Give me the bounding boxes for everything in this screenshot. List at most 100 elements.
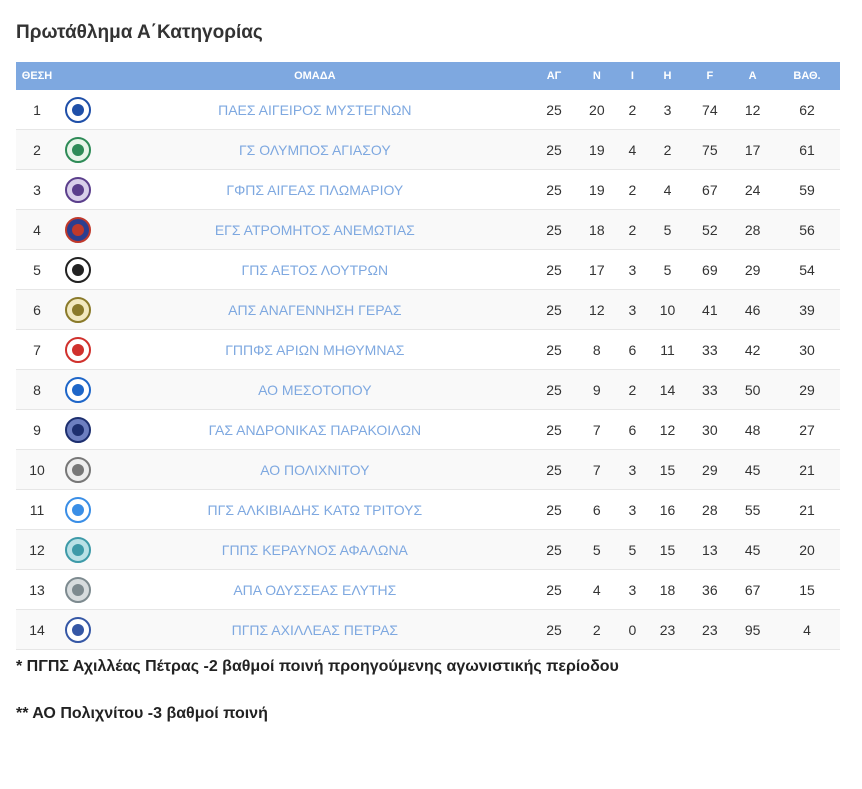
- team-link[interactable]: ΓΦΠΣ ΑΙΓΕΑΣ ΠΛΩΜΑΡΙΟΥ: [226, 181, 404, 198]
- logo-cell: [58, 209, 98, 250]
- played-cell: 25: [532, 209, 576, 250]
- draw-cell: 3: [618, 289, 647, 330]
- lost-cell: 11: [646, 329, 689, 370]
- draw-cell: 6: [618, 329, 647, 370]
- position-cell: 11: [16, 489, 59, 530]
- goals-against-cell: 42: [731, 329, 775, 370]
- team-link[interactable]: ΠΓΣ ΑΛΚΙΒΙΑΔΗΣ ΚΑΤΩ ΤΡΙΤΟΥΣ: [207, 501, 423, 518]
- table-row: 13 ΑΠΑ ΟΔΥΣΣΕΑΣ ΕΛΥΤΗΣ 25 4 3 18 36 67 15: [16, 569, 840, 610]
- crest-red-blue-icon: [64, 216, 91, 243]
- crest-green-white-icon: [64, 136, 91, 163]
- logo-cell: [58, 609, 98, 650]
- crest-teal-icon: [64, 536, 91, 563]
- goals-against-cell: 28: [731, 209, 775, 250]
- goals-for-cell: 52: [688, 209, 732, 250]
- goals-against-cell: 29: [731, 249, 775, 290]
- team-link[interactable]: ΑΠΣ ΑΝΑΓΕΝΝΗΣΗ ΓΕΡΑΣ: [228, 301, 402, 318]
- points-cell: 27: [774, 409, 840, 450]
- team-link[interactable]: ΑΟ ΜΕΣΟΤΟΠΟΥ: [258, 381, 372, 398]
- logo-cell: [58, 329, 98, 370]
- crest-olive-icon: [64, 296, 91, 323]
- position-cell: 3: [16, 169, 59, 210]
- goals-against-cell: 95: [731, 609, 775, 650]
- draw-cell: 0: [618, 609, 647, 650]
- won-cell: 7: [575, 449, 619, 490]
- crest-black-white-icon: [64, 256, 91, 283]
- team-link[interactable]: ΓΣ ΟΛΥΜΠΟΣ ΑΓΙΑΣΟΥ: [238, 141, 391, 158]
- points-cell: 54: [774, 249, 840, 290]
- team-link[interactable]: ΠΓΠΣ ΑΧΙΛΛΕΑΣ ΠΕΤΡΑΣ: [231, 621, 399, 638]
- points-cell: 4: [774, 609, 840, 650]
- goals-for-cell: 28: [688, 489, 732, 530]
- goals-against-cell: 24: [731, 169, 775, 210]
- team-cell: ΓΠΠΦΣ ΑΡΙΩΝ ΜΗΘΥΜΝΑΣ: [97, 329, 533, 370]
- header-goals-against: A: [731, 62, 775, 90]
- logo-cell: [58, 449, 98, 490]
- team-link[interactable]: ΑΠΑ ΟΔΥΣΣΕΑΣ ΕΛΥΤΗΣ: [233, 581, 397, 598]
- team-link[interactable]: ΓΠΠΦΣ ΑΡΙΩΝ ΜΗΘΥΜΝΑΣ: [225, 341, 405, 358]
- played-cell: 25: [532, 569, 576, 610]
- table-row: 10 ΑΟ ΠΟΛΙΧΝΙΤΟΥ 25 7 3 15 29 45 21: [16, 449, 840, 490]
- header-logo: [58, 62, 98, 90]
- team-cell: ΓΠΠΣ ΚΕΡΑΥΝΟΣ ΑΦΑΛΩΝΑ: [97, 529, 533, 570]
- logo-cell: [58, 369, 98, 410]
- team-link[interactable]: ΠΑΕΣ ΑΙΓΕΙΡΟΣ ΜΥΣΤΕΓΝΩΝ: [218, 101, 412, 118]
- table-row: 5 ΓΠΣ ΑΕΤΟΣ ΛΟΥΤΡΩΝ 25 17 3 5 69 29 54: [16, 249, 840, 290]
- crest-small-grey-icon: [64, 456, 91, 483]
- logo-cell: [58, 90, 98, 130]
- table-row: 9 ΓΑΣ ΑΝΔΡΟΝΙΚΑΣ ΠΑΡΑΚΟΙΛΩΝ 25 7 6 12 30 48 27: [16, 409, 840, 450]
- lost-cell: 2: [646, 129, 689, 170]
- goals-for-cell: 30: [688, 409, 732, 450]
- goals-against-cell: 17: [731, 129, 775, 170]
- team-link[interactable]: ΓΠΠΣ ΚΕΡΑΥΝΟΣ ΑΦΑΛΩΝΑ: [221, 541, 408, 558]
- header-won: Ν: [575, 62, 619, 90]
- lost-cell: 15: [646, 449, 689, 490]
- draw-cell: 3: [618, 249, 647, 290]
- header-draw: Ι: [618, 62, 647, 90]
- goals-against-cell: 46: [731, 289, 775, 330]
- team-link[interactable]: ΓΠΣ ΑΕΤΟΣ ΛΟΥΤΡΩΝ: [241, 261, 389, 278]
- logo-cell: [58, 169, 98, 210]
- points-cell: 20: [774, 529, 840, 570]
- won-cell: 6: [575, 489, 619, 530]
- position-cell: 5: [16, 249, 59, 290]
- lost-cell: 23: [646, 609, 689, 650]
- team-link[interactable]: ΕΓΣ ΑΤΡΟΜΗΤΟΣ ΑΝΕΜΩΤΙΑΣ: [214, 221, 415, 238]
- draw-cell: 2: [618, 90, 647, 130]
- played-cell: 25: [532, 289, 576, 330]
- crest-grey-icon: [64, 576, 91, 603]
- penalty-note-2: ** ΑΟ Πολιχνίτου -3 βαθμοί ποινή: [16, 705, 268, 722]
- won-cell: 18: [575, 209, 619, 250]
- won-cell: 17: [575, 249, 619, 290]
- played-cell: 25: [532, 129, 576, 170]
- goals-against-cell: 45: [731, 449, 775, 490]
- played-cell: 25: [532, 329, 576, 370]
- goals-for-cell: 75: [688, 129, 732, 170]
- draw-cell: 2: [618, 369, 647, 410]
- team-cell: ΓΠΣ ΑΕΤΟΣ ΛΟΥΤΡΩΝ: [97, 249, 533, 290]
- team-link[interactable]: ΓΑΣ ΑΝΔΡΟΝΙΚΑΣ ΠΑΡΑΚΟΙΛΩΝ: [208, 421, 422, 438]
- draw-cell: 3: [618, 489, 647, 530]
- draw-cell: 3: [618, 449, 647, 490]
- points-cell: 62: [774, 90, 840, 130]
- crest-purple-icon: [64, 176, 91, 203]
- goals-for-cell: 36: [688, 569, 732, 610]
- logo-cell: [58, 289, 98, 330]
- played-cell: 25: [532, 169, 576, 210]
- header-lost: Η: [646, 62, 689, 90]
- team-cell: ΠΓΠΣ ΑΧΙΛΛΕΑΣ ΠΕΤΡΑΣ: [97, 609, 533, 650]
- crest-red-white-icon: [64, 336, 91, 363]
- played-cell: 25: [532, 249, 576, 290]
- team-link[interactable]: ΑΟ ΠΟΛΙΧΝΙΤΟΥ: [260, 461, 370, 478]
- position-cell: 9: [16, 409, 59, 450]
- team-cell: ΑΟ ΠΟΛΙΧΝΙΤΟΥ: [97, 449, 533, 490]
- goals-for-cell: 67: [688, 169, 732, 210]
- header-position: ΘΕΣΗ: [16, 62, 59, 90]
- points-cell: 30: [774, 329, 840, 370]
- draw-cell: 2: [618, 209, 647, 250]
- position-cell: 12: [16, 529, 59, 570]
- points-cell: 21: [774, 489, 840, 530]
- goals-against-cell: 55: [731, 489, 775, 530]
- goals-for-cell: 74: [688, 90, 732, 130]
- points-cell: 39: [774, 289, 840, 330]
